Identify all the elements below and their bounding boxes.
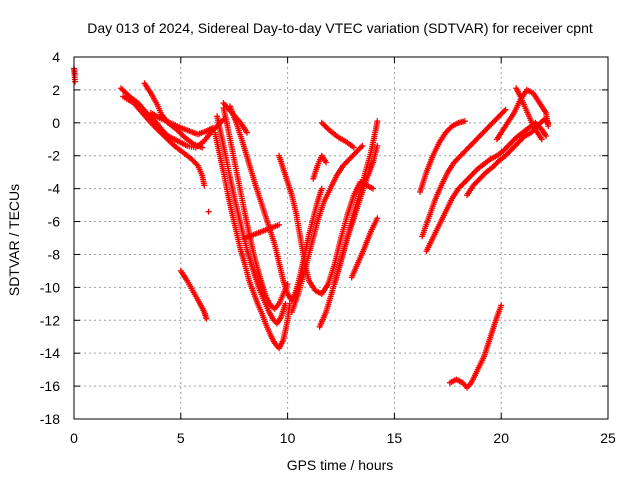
data-point <box>501 107 508 114</box>
data-point <box>276 221 283 228</box>
y-axis-label: SDTVAR / TECUs <box>6 184 22 296</box>
y-tick-label: 0 <box>52 115 60 131</box>
data-point <box>359 142 366 149</box>
x-tick-label: 25 <box>600 430 616 446</box>
series-arc-21 <box>423 119 550 255</box>
series-arc-6 <box>211 129 293 352</box>
data-point <box>205 208 212 215</box>
series-arc-20 <box>419 106 509 240</box>
data-point <box>374 215 381 222</box>
data-point <box>318 185 325 192</box>
series-arc-24 <box>513 85 545 143</box>
data-point <box>370 185 377 192</box>
chart-title: Day 013 of 2024, Sidereal Day-to-day VTE… <box>87 20 593 36</box>
series-arc-16 <box>331 142 381 288</box>
y-tick-label: -4 <box>48 181 61 197</box>
data-point <box>201 182 208 189</box>
y-tick-label: 4 <box>52 49 60 65</box>
series-arc-13 <box>288 142 366 316</box>
series-arc-17 <box>318 119 357 151</box>
y-tick-label: -2 <box>48 148 61 164</box>
y-tick-label: 2 <box>52 82 60 98</box>
data-point <box>153 125 160 132</box>
data-point <box>374 118 381 125</box>
data-point <box>498 302 505 309</box>
x-tick-label: 15 <box>387 430 403 446</box>
data-point <box>72 78 79 85</box>
series-arc-7 <box>214 113 289 327</box>
data-point <box>199 144 206 151</box>
data-point <box>538 136 545 143</box>
data-point <box>374 142 381 149</box>
x-axis-label: GPS time / hours <box>287 457 394 473</box>
series-arc-19 <box>417 118 468 195</box>
data-point <box>244 129 251 136</box>
data-point <box>193 161 200 168</box>
series-isolated-mid <box>205 208 212 215</box>
x-tick-label: 5 <box>177 430 185 446</box>
y-tick-label: -12 <box>40 312 60 328</box>
data-point <box>282 300 289 307</box>
series-arc-18 <box>348 215 381 281</box>
data-points <box>71 65 552 391</box>
y-tick-label: -16 <box>40 378 60 394</box>
data-point <box>219 117 226 124</box>
y-tick-label: -10 <box>40 279 60 295</box>
data-point <box>502 106 509 113</box>
y-tick-label: -14 <box>40 345 60 361</box>
y-tick-label: -18 <box>40 411 60 427</box>
series-arc-22 <box>464 116 552 199</box>
data-point <box>203 315 210 322</box>
series-arc-10 <box>220 100 251 136</box>
x-tick-label: 10 <box>280 430 296 446</box>
series-arc-5 <box>177 267 210 322</box>
series-arc-4 <box>147 109 216 138</box>
data-point <box>358 144 365 151</box>
y-tick-label: -6 <box>48 214 61 230</box>
plot-frame <box>73 56 609 420</box>
data-point <box>323 159 330 166</box>
x-tick-label: 20 <box>493 430 509 446</box>
series-arc-14 <box>310 152 330 182</box>
y-tick-label: -8 <box>48 246 61 262</box>
axis-ticks <box>73 56 609 420</box>
data-point <box>461 118 468 125</box>
data-point <box>350 144 357 151</box>
data-point <box>209 124 216 131</box>
series-arc-11 <box>241 221 283 241</box>
series-arc-2 <box>120 93 208 189</box>
data-point <box>545 123 552 130</box>
x-tick-label: 0 <box>70 430 78 446</box>
series-arc-8 <box>220 105 291 312</box>
series-arc-25 <box>446 302 505 391</box>
data-point <box>543 132 550 139</box>
